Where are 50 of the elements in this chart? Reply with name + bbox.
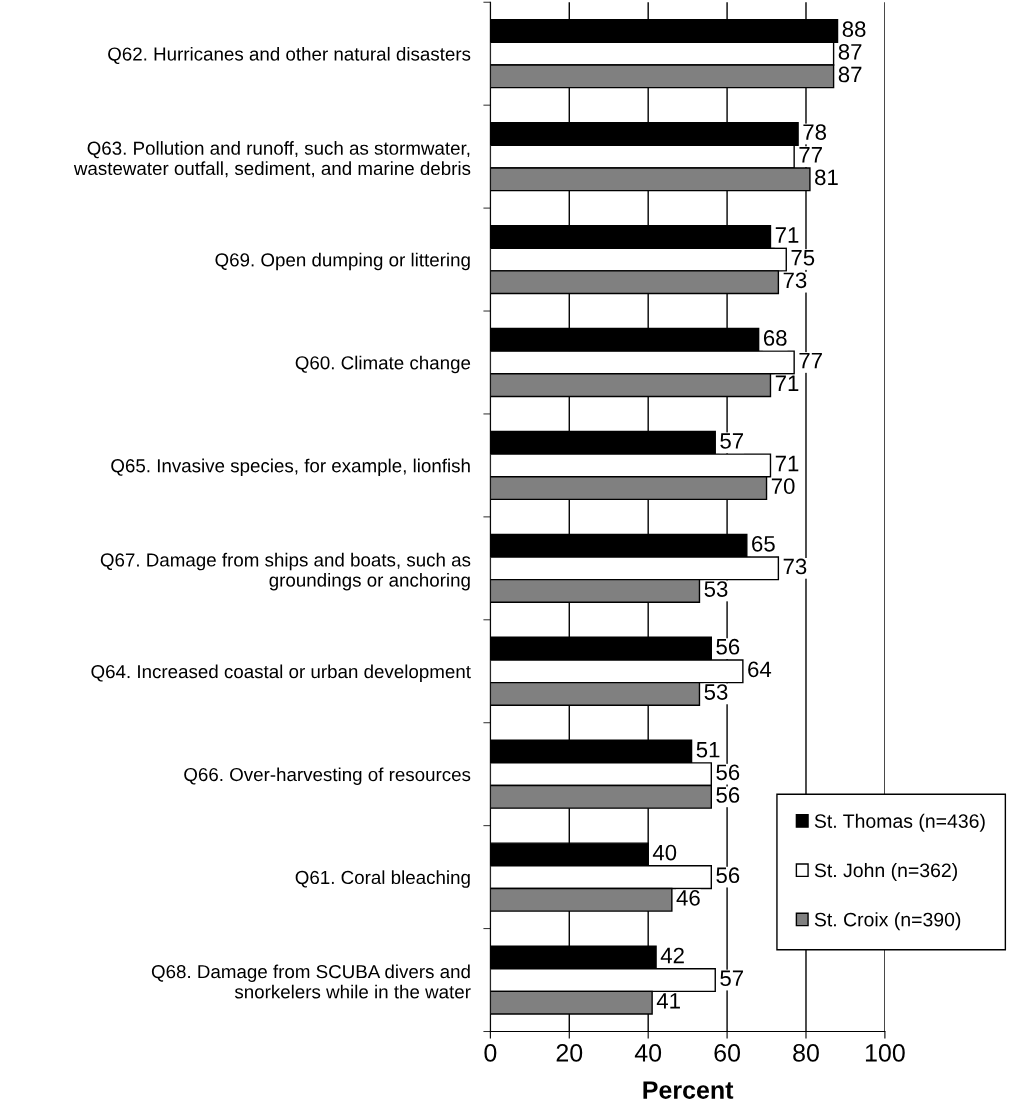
legend-label: St. John (n=362) — [814, 862, 957, 882]
data-label: 77 — [799, 147, 822, 163]
x-tick-label: 40 — [634, 1043, 662, 1062]
x-tick-label: 20 — [556, 1043, 583, 1062]
data-label: 41 — [656, 993, 680, 1009]
data-label: 40 — [652, 844, 677, 861]
data-label: 71 — [775, 227, 799, 243]
data-label: 71 — [775, 455, 799, 472]
y-tick-label: Q63. Pollution and runoff, such as stormwater, wastewater outfall, sediment, and marine debris — [73, 141, 471, 178]
data-label: 56 — [716, 764, 740, 781]
y-tick-label: Q66. Over-harvesting of resources — [184, 767, 471, 785]
x-tick-label: 60 — [714, 1043, 741, 1062]
data-label: 65 — [752, 535, 775, 552]
data-label: 81 — [815, 169, 838, 186]
data-label: 46 — [676, 890, 700, 906]
y-tick-label: Q61. Coral bleaching — [295, 870, 470, 888]
data-label: 53 — [704, 581, 728, 597]
data-label: 51 — [696, 742, 720, 758]
data-label: 56 — [716, 638, 740, 655]
data-label: 57 — [720, 970, 744, 987]
data-label: 77 — [799, 352, 822, 369]
data-label: 64 — [748, 661, 772, 678]
data-label: 73 — [783, 272, 807, 289]
y-tick-label: Q60. Climate change — [295, 355, 471, 374]
data-label: 87 — [838, 66, 862, 83]
x-tick-label: 100 — [865, 1043, 905, 1062]
legend-label: St. Croix (n=390) — [814, 912, 961, 931]
x-axis-title: Percent — [643, 1081, 734, 1099]
y-tick-label: Q65. Invasive species, for example, lionfish — [111, 458, 470, 477]
data-label: 57 — [720, 433, 744, 449]
legend-label: St. Thomas (n=436) — [814, 813, 985, 832]
data-label: 73 — [783, 558, 807, 575]
y-tick-label: Q69. Open dumping or littering — [215, 252, 470, 271]
data-label: 56 — [716, 787, 740, 803]
y-tick-label: Q67. Damage from ships and boats, such as groundings or anchoring — [100, 552, 471, 591]
y-tick-label: Q62. Hurricanes and other natural disasters — [108, 46, 471, 65]
data-label: 88 — [842, 21, 866, 38]
data-label: 68 — [763, 330, 787, 346]
data-label: 78 — [803, 124, 827, 140]
data-label: 70 — [771, 478, 795, 495]
data-label: 42 — [660, 947, 684, 964]
data-label: 53 — [704, 684, 728, 700]
data-label: 56 — [716, 867, 740, 884]
x-tick-label: 80 — [793, 1043, 819, 1062]
data-label: 71 — [775, 375, 799, 391]
y-tick-label: Q68. Damage from SCUBA divers and snorkelers while in the water — [151, 964, 471, 999]
data-label: 87 — [838, 43, 862, 60]
data-label: 75 — [791, 250, 815, 266]
y-tick-label: Q64. Increased coastal or urban development — [91, 664, 471, 682]
x-tick-label: 0 — [484, 1043, 497, 1062]
